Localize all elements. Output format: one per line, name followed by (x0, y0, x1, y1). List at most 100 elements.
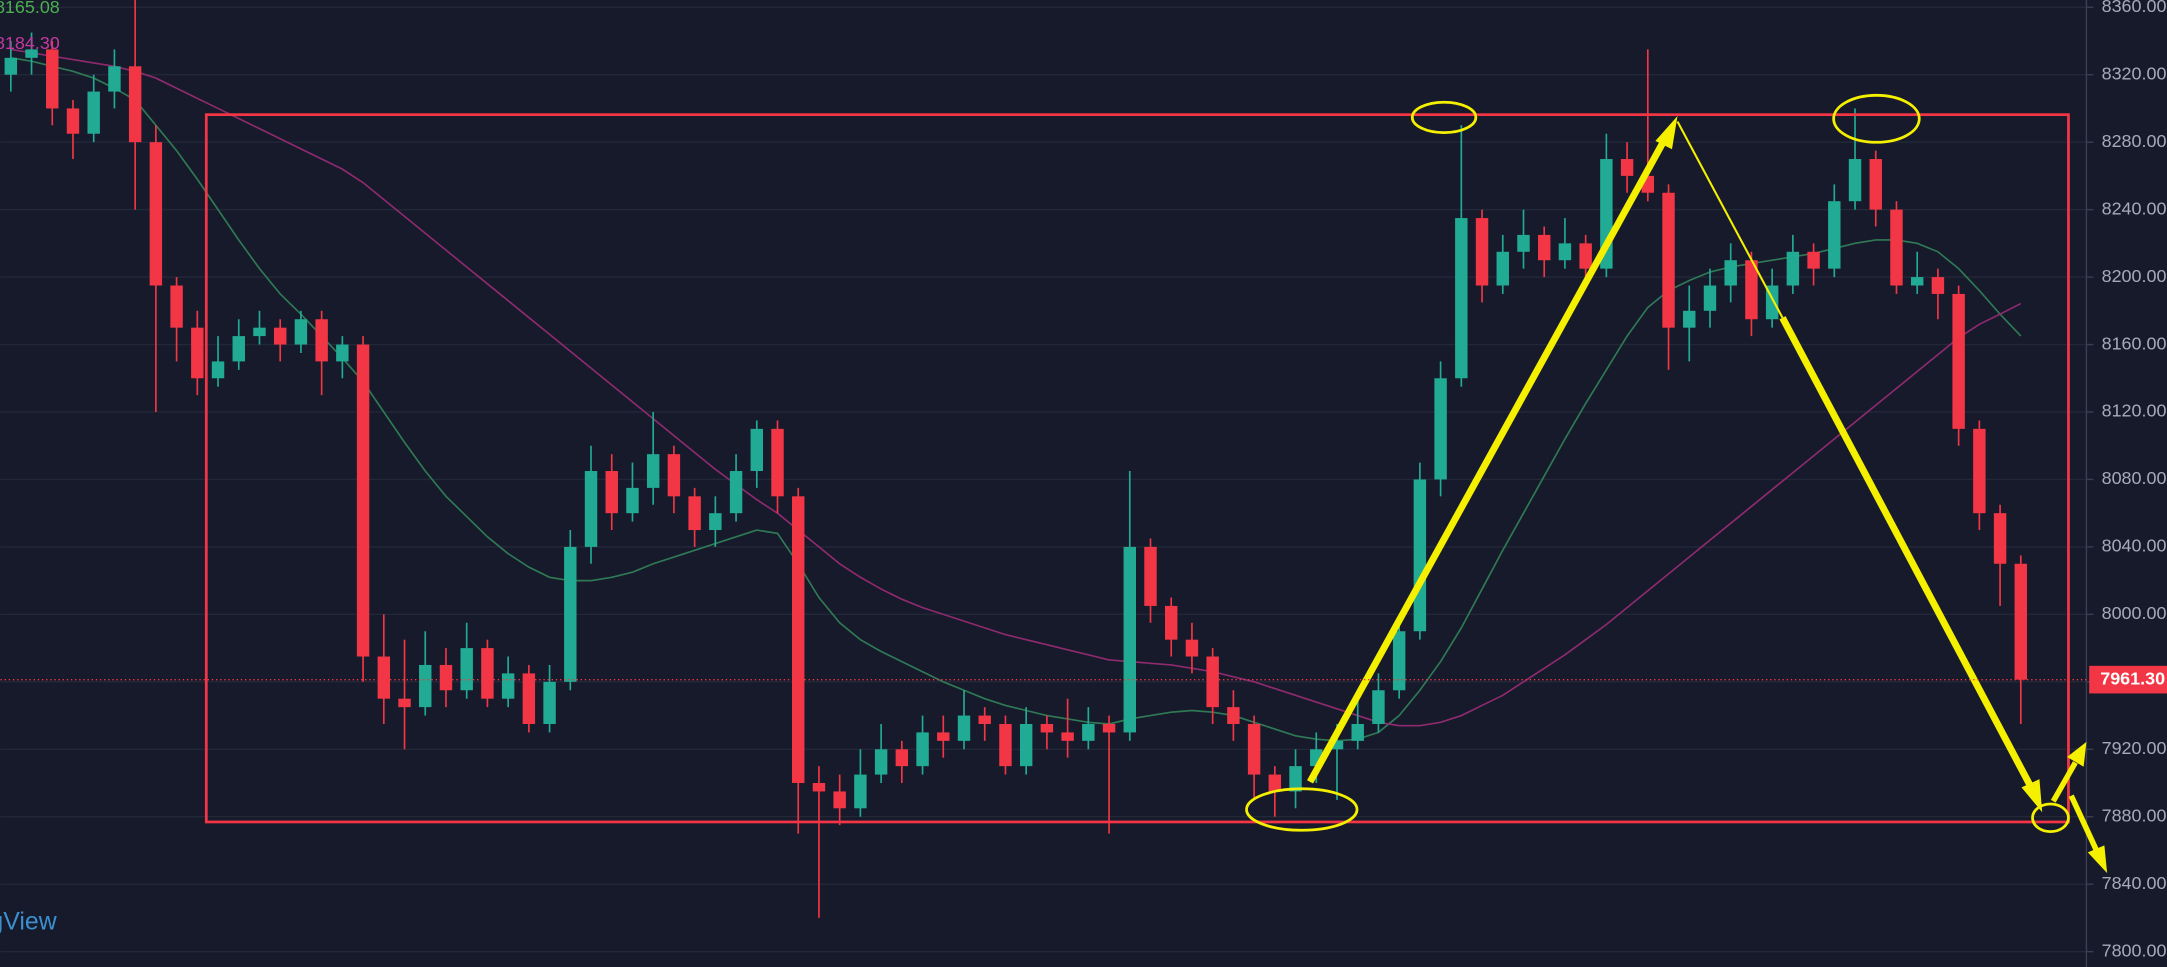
moving-averages (10, 48, 2022, 742)
candle-body (1869, 159, 1882, 210)
candle-body (108, 66, 121, 92)
candle-body (854, 774, 867, 809)
arrow-line (1307, 141, 1666, 784)
candle-body (1413, 479, 1427, 632)
candle-body (937, 732, 950, 741)
candle-body (1019, 723, 1033, 767)
ma-value: 8165.08 (0, 0, 60, 17)
y-tick-label: 8040.00 (2102, 536, 2167, 556)
candle-body (1848, 159, 1862, 202)
candle-body (1247, 723, 1261, 775)
candle-body (1206, 656, 1219, 708)
candle-body (522, 673, 536, 724)
candle-body (460, 648, 473, 691)
arrow-head (1655, 116, 1678, 150)
candle-body (1123, 546, 1136, 733)
candle-body (1517, 234, 1530, 252)
candle-body (294, 319, 308, 345)
candle-body (1890, 209, 1903, 286)
candle-body (1683, 310, 1696, 328)
candle-body (1807, 251, 1820, 269)
labels: 7961.30 (0, 665, 2167, 694)
candle-body (1931, 277, 1945, 294)
candle-body (957, 715, 971, 741)
candle-body (1496, 251, 1509, 286)
candle-body (1620, 159, 1634, 176)
candle-body (1185, 639, 1199, 657)
candle-body (626, 487, 639, 514)
candle-body (1786, 251, 1800, 286)
candle-body (584, 471, 598, 547)
candle-body (564, 546, 577, 682)
candle-body (1579, 243, 1592, 269)
moving-average (10, 57, 2022, 742)
y-tick-label: 7840.00 (2102, 873, 2167, 893)
candle-body (1268, 774, 1282, 792)
candle-body (1993, 513, 2007, 564)
candle-body (1952, 293, 1965, 429)
candle-body (1662, 192, 1675, 328)
candle-body (709, 513, 722, 531)
candles (4, 0, 2028, 918)
candle-body (439, 664, 453, 691)
y-tick-label: 8360.00 (2102, 0, 2167, 16)
y-tick-label: 8160.00 (2102, 333, 2167, 353)
candle-body (211, 361, 225, 379)
candle-body (1227, 707, 1240, 724)
candle-body (1828, 201, 1841, 269)
candle-body (895, 749, 909, 767)
candle-body (128, 66, 142, 143)
candle-body (978, 715, 991, 724)
arrow-line (1676, 121, 1784, 319)
moving-average (10, 48, 2022, 727)
y-tick-label: 7800.00 (2102, 940, 2167, 960)
y-tick-label: 8080.00 (2102, 468, 2167, 488)
watermark: gView (0, 907, 58, 935)
candle-body (1372, 690, 1385, 724)
candle-body (1144, 546, 1157, 606)
arrow-line (2068, 794, 2099, 851)
candle-body (253, 327, 266, 337)
candle-body (999, 723, 1012, 767)
range-box (204, 113, 2070, 824)
ellipse (2031, 802, 2070, 834)
candle-body (1455, 218, 1468, 379)
y-tick-label: 7920.00 (2102, 738, 2167, 758)
candle-body (688, 496, 701, 531)
arrow-head (2067, 741, 2087, 767)
price-label-box (2089, 665, 2167, 694)
candle-body (398, 698, 411, 708)
candle-body (377, 656, 391, 699)
candle-body (170, 285, 183, 328)
arrow-line (2050, 761, 2078, 803)
ma-value: 8184.30 (0, 33, 60, 53)
candle-body (232, 336, 245, 362)
candle-body (1703, 285, 1717, 311)
candle-body (1351, 723, 1364, 741)
candle-body (667, 454, 681, 497)
candle-body (1289, 766, 1302, 792)
candle-body (1392, 631, 1406, 691)
candle-body (273, 327, 287, 345)
candle-body (792, 496, 805, 784)
y-tick-label: 7880.00 (2102, 805, 2167, 825)
candle-body (336, 344, 349, 362)
candle-body (1434, 378, 1447, 480)
candle-body (605, 471, 618, 514)
candle-body (1040, 723, 1054, 733)
candle-body (1910, 277, 1924, 286)
candle-body (356, 344, 370, 657)
candle-body (501, 673, 515, 699)
candle-body (1558, 243, 1572, 261)
candle-body (1973, 428, 1986, 514)
candle-body (771, 428, 784, 497)
candle-body (1165, 605, 1178, 640)
ellipse (1832, 93, 1921, 144)
candle-body (874, 749, 888, 775)
candle-body (812, 783, 826, 792)
candle-body (1724, 260, 1737, 286)
candle-body (1475, 218, 1489, 286)
annotations (204, 93, 2108, 874)
candle-body (481, 648, 494, 699)
